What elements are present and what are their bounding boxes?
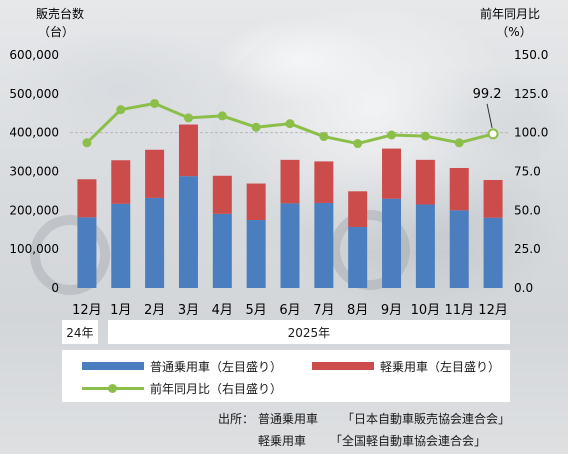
right-tick-label: 100.0 <box>514 126 548 140</box>
legend: 普通乗用車（左目盛り） 軽乗用車（左目盛り） 前年同月比（右目盛り） <box>62 350 510 402</box>
bar-regular <box>415 204 435 288</box>
bar-regular <box>449 210 469 288</box>
category-label: 12月 <box>72 303 102 318</box>
background-wheel <box>330 210 410 290</box>
bar-kei <box>178 124 198 177</box>
bar-regular <box>382 198 402 288</box>
bar-kei <box>415 159 435 205</box>
value-annotation: 99.2 <box>473 87 502 129</box>
category-label: 8月 <box>347 303 368 318</box>
legend-swatch-kei <box>312 362 374 370</box>
bar-kei <box>280 159 300 204</box>
legend-swatch-regular <box>82 362 144 370</box>
yoy-point <box>82 138 92 148</box>
category-label: 5月 <box>246 303 267 318</box>
right-tick-label: 150.0 <box>514 48 548 62</box>
yoy-point <box>251 122 261 132</box>
left-tick-label: 300,000 <box>9 165 59 179</box>
legend-item-regular: 普通乗用車（左目盛り） <box>82 358 282 374</box>
yoy-point <box>183 113 193 123</box>
category-labels: 12月 1月 2月 3月 4月 5月 6月 7月 8月 9月 10月 11月 12月 <box>72 303 508 318</box>
source-label: 出所： <box>218 412 255 426</box>
legend-item-kei: 軽乗用車（左目盛り） <box>312 358 500 374</box>
year-label: 2025年 <box>107 320 510 344</box>
bar-kei <box>348 191 368 228</box>
category-label: 3月 <box>178 303 199 318</box>
bar-kei <box>382 148 402 199</box>
yoy-point <box>150 98 160 108</box>
legend-label-kei: 軽乗用車（左目盛り） <box>380 359 501 374</box>
category-label: 10月 <box>411 303 441 318</box>
left-axis-title: 販売台数 <box>36 6 84 21</box>
bars <box>77 124 503 288</box>
yoy-point <box>319 132 329 142</box>
right-tick-label: 75.0 <box>514 165 541 179</box>
bar-kei <box>483 180 503 218</box>
bar-kei <box>212 175 232 214</box>
left-axis-unit: （台） <box>38 24 74 39</box>
bar-regular <box>77 217 97 288</box>
category-label: 9月 <box>381 303 402 318</box>
bar-regular <box>145 197 165 288</box>
yoy-point <box>217 111 227 121</box>
left-tick-label: 500,000 <box>9 87 59 101</box>
left-axis-ticks: 0 100,000 200,000 300,000 400,000 500,000 600,… <box>9 48 59 295</box>
right-tick-label: 50.0 <box>514 203 541 217</box>
right-axis-ticks: 0.0 25.0 50.0 75.0 100.0 125.0 150.0 <box>514 48 548 295</box>
legend-label-yoy: 前年同月比（右目盛り） <box>150 381 283 396</box>
category-label: 4月 <box>212 303 233 318</box>
yoy-point <box>387 130 397 140</box>
bar-kei <box>314 161 334 203</box>
category-label: 2月 <box>144 303 165 318</box>
yoy-line-series <box>82 98 499 149</box>
right-axis-title: 前年同月比 <box>480 6 540 21</box>
bar-regular <box>348 227 368 288</box>
yoy-point <box>420 131 430 141</box>
left-tick-label: 600,000 <box>9 48 59 62</box>
bar-regular <box>111 203 131 288</box>
category-label: 12月 <box>478 303 508 318</box>
source-category-regular: 普通乗用車 <box>258 412 319 426</box>
bar-regular <box>212 213 232 288</box>
bar-regular <box>483 217 503 288</box>
bar-regular <box>314 202 334 288</box>
bar-kei <box>77 179 97 218</box>
right-tick-label: 125.0 <box>514 87 548 101</box>
bar-kei <box>111 160 131 204</box>
annotation-label: 99.2 <box>473 87 502 102</box>
left-tick-label: 400,000 <box>9 126 59 140</box>
right-axis-unit: （%） <box>496 25 531 39</box>
bar-kei <box>246 183 266 221</box>
yoy-point <box>285 119 295 129</box>
source-org-kei: 「全国軽自動車協会連合会」 <box>330 434 487 448</box>
left-tick-label: 100,000 <box>9 242 59 256</box>
category-label: 7月 <box>313 303 334 318</box>
legend-label-regular: 普通乗用車（左目盛り） <box>150 359 283 374</box>
left-tick-label: 200,000 <box>9 203 59 217</box>
source-category-kei: 軽乗用車 <box>258 434 307 448</box>
yoy-point <box>454 138 464 148</box>
yoy-point <box>353 139 363 149</box>
left-tick-label: 0 <box>51 281 59 295</box>
yoy-point-latest <box>487 128 499 140</box>
legend-item-yoy: 前年同月比（右目盛り） <box>82 380 282 396</box>
category-label: 11月 <box>444 303 474 318</box>
right-tick-label: 25.0 <box>514 242 541 256</box>
bar-regular <box>178 176 198 288</box>
category-label: 6月 <box>279 303 300 318</box>
legend-swatch-yoy <box>82 380 144 396</box>
year-label: 24年 <box>62 320 98 344</box>
background-wheel <box>30 215 110 295</box>
category-label: 1月 <box>110 303 131 318</box>
yoy-point <box>116 105 126 115</box>
bar-kei <box>145 149 165 198</box>
right-tick-label: 0.0 <box>514 281 533 295</box>
bar-regular <box>280 203 300 288</box>
annotation-leader <box>486 103 493 129</box>
bar-regular <box>246 220 266 288</box>
bar-kei <box>449 168 469 211</box>
source-org-regular: 「日本自動車販売協会連合会」 <box>342 412 511 426</box>
